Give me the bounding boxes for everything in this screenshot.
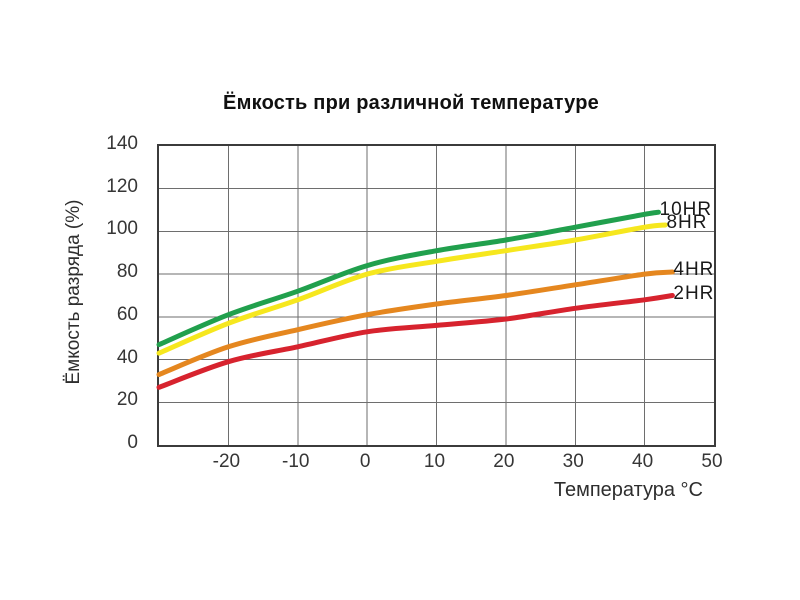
- series-label-4hr: 4HR: [673, 259, 715, 280]
- x-tick-label--20: -20: [212, 451, 241, 472]
- series-line-2hr: [156, 293, 675, 390]
- series-line-8hr: [156, 222, 668, 356]
- plot-area: [156, 144, 716, 447]
- y-tick-label-40: 40: [116, 346, 138, 368]
- x-tick-label--10: -10: [282, 451, 310, 472]
- series-line-4hr: [156, 269, 675, 378]
- x-tick-label-50: 50: [701, 451, 723, 472]
- x-tick-label-10: 10: [423, 451, 446, 472]
- x-tick-label-0: 0: [359, 451, 371, 472]
- series-line-10hr: [156, 209, 661, 348]
- y-tick-label-120: 120: [106, 175, 138, 197]
- x-tick-label-40: 40: [632, 451, 654, 472]
- series-label-2hr: 2HR: [673, 282, 715, 304]
- y-tick-label-0: 0: [127, 432, 138, 453]
- y-tick-label-20: 20: [116, 389, 138, 411]
- y-tick-label-80: 80: [116, 261, 138, 283]
- y-tick-label-60: 60: [116, 303, 138, 325]
- x-axis-label: Температура °C: [553, 479, 703, 501]
- y-tick-label-140: 140: [106, 133, 138, 154]
- chart-title: Ёмкость при различной температуре: [223, 92, 599, 114]
- y-tick-label-100: 100: [106, 218, 138, 240]
- x-tick-label-30: 30: [562, 451, 584, 472]
- series-label-10hr: 10HR: [659, 199, 713, 221]
- plot-canvas: [156, 146, 714, 445]
- x-tick-label-20: 20: [493, 451, 515, 472]
- series-label-8hr: 8HR: [666, 212, 708, 234]
